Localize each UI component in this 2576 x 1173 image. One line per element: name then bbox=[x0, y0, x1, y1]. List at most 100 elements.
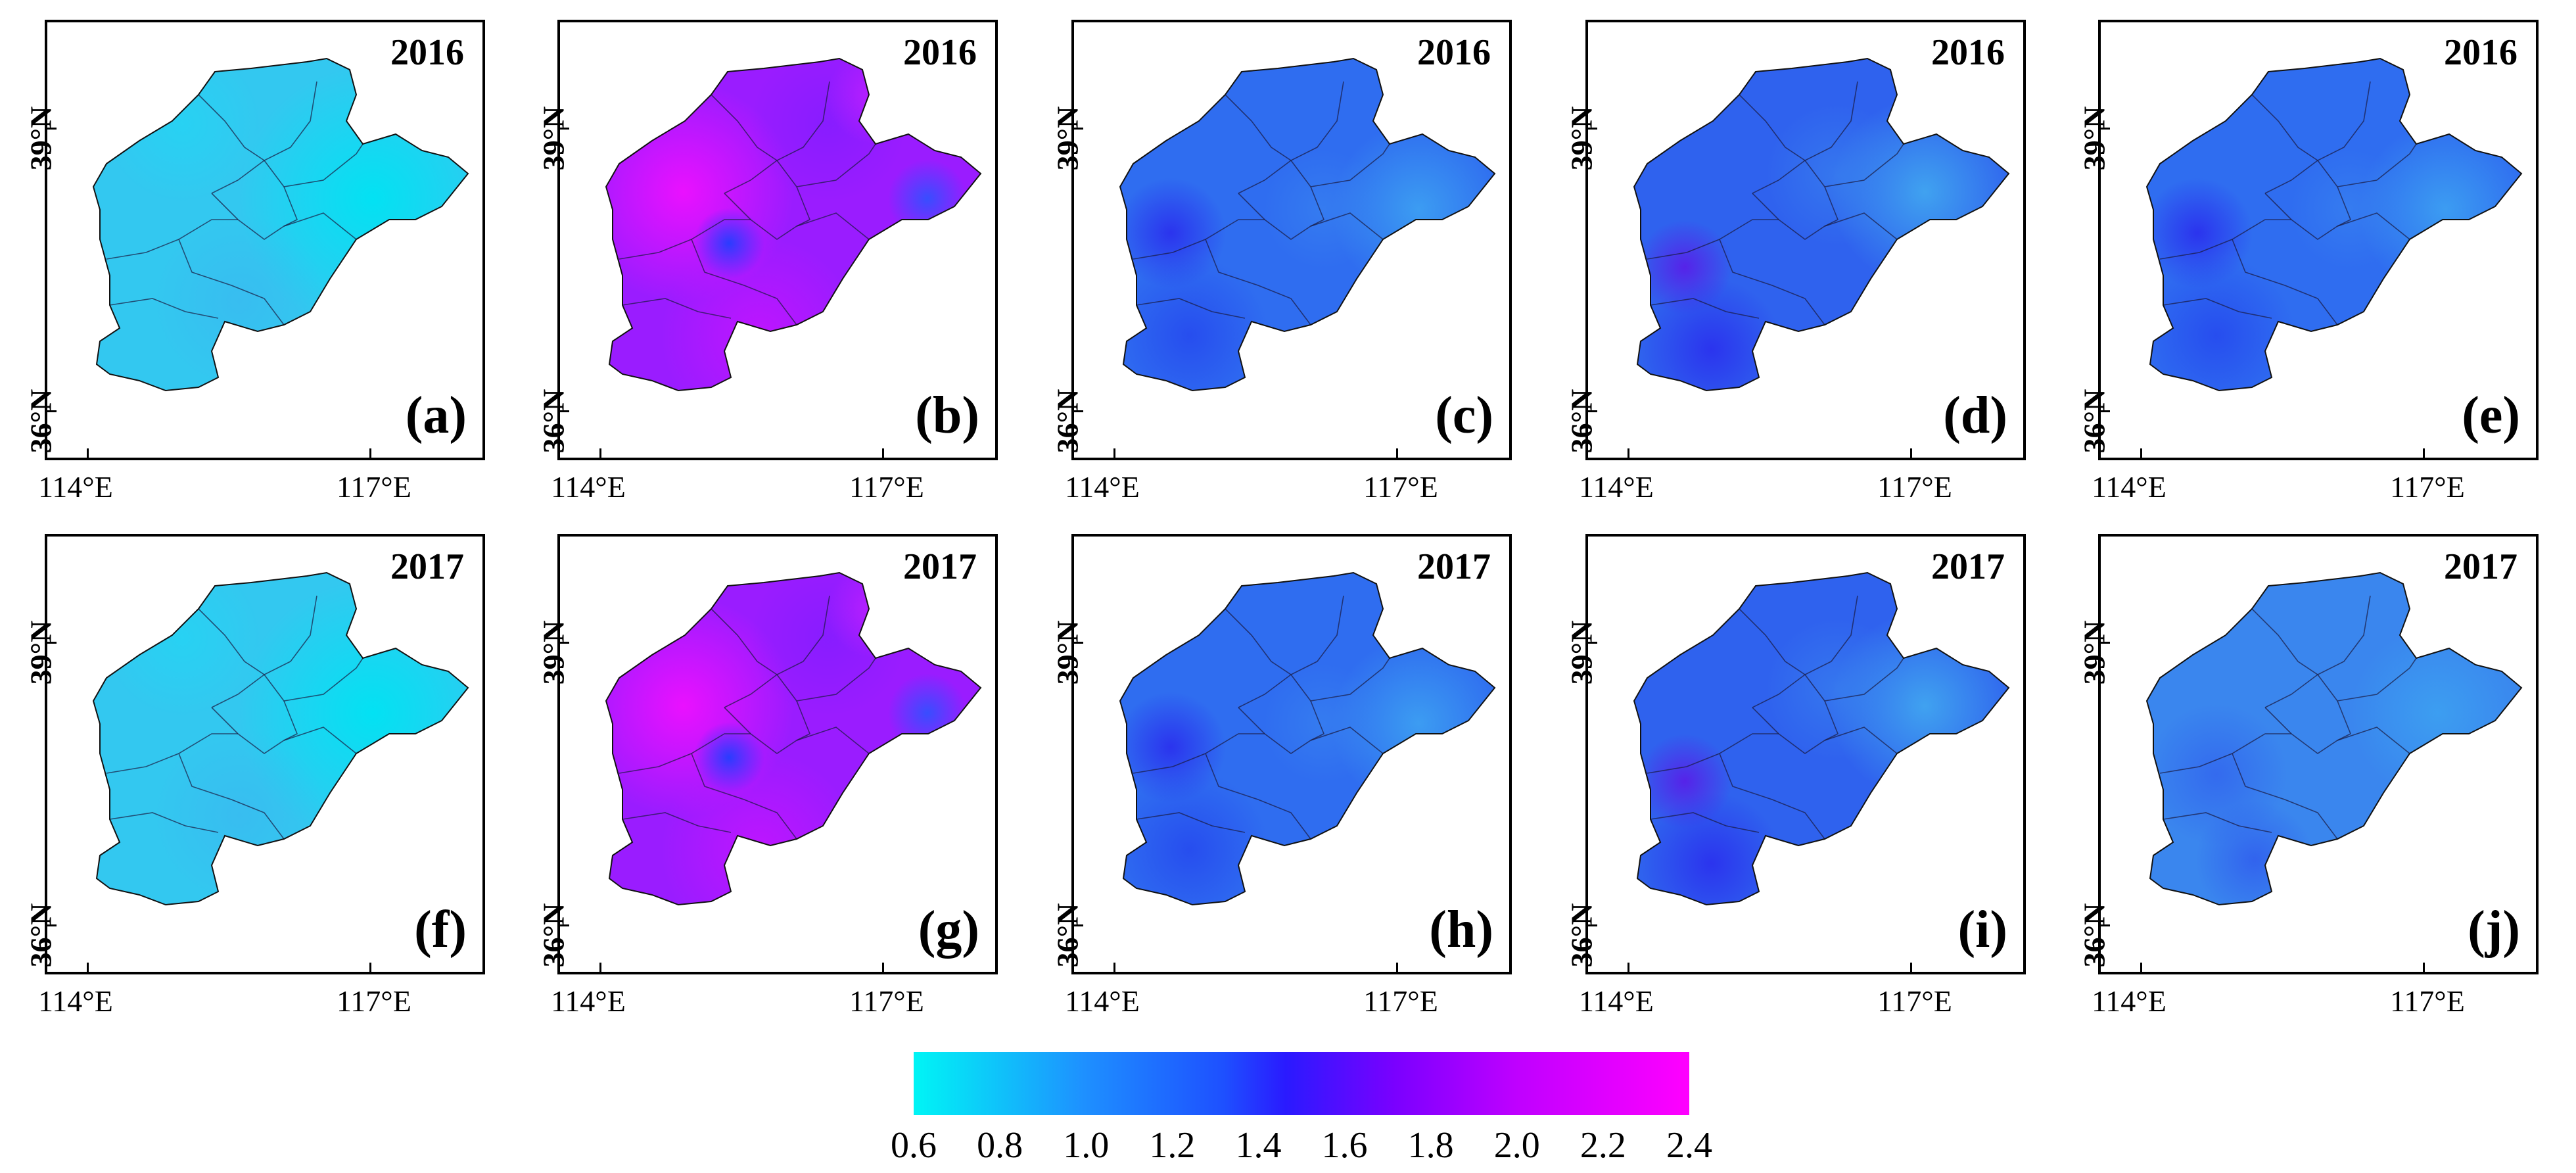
lat-label-39n: 39°N bbox=[1564, 620, 1599, 685]
colorbar-tick-label: 1.4 bbox=[1235, 1125, 1282, 1166]
axis-tick bbox=[560, 128, 569, 130]
axis-tick bbox=[1396, 448, 1398, 458]
lat-label-39n: 39°N bbox=[2077, 106, 2111, 171]
lat-label-36n: 36°N bbox=[1050, 903, 1085, 968]
lon-label-114e: 114°E bbox=[551, 984, 626, 1018]
axis-tick bbox=[2101, 924, 2110, 926]
axis-tick bbox=[47, 410, 57, 412]
panel-label: (a) bbox=[405, 387, 467, 444]
axis-tick bbox=[1588, 924, 1597, 926]
panel-year: 2017 bbox=[1931, 546, 2005, 587]
lat-label-36n: 36°N bbox=[24, 389, 58, 454]
map-panel-b: 2016 (b) 39°N 36°N 114°E 117°E bbox=[537, 20, 998, 504]
panel-year: 2017 bbox=[390, 546, 464, 587]
lon-label-117e: 117°E bbox=[1363, 470, 1438, 504]
panel-label: (i) bbox=[1957, 901, 2007, 959]
lat-label-39n: 39°N bbox=[1564, 106, 1599, 171]
axis-tick bbox=[599, 448, 601, 458]
lon-label-114e: 114°E bbox=[1579, 984, 1654, 1018]
colorbar-tick-label: 1.6 bbox=[1321, 1125, 1368, 1166]
lon-label-114e: 114°E bbox=[38, 470, 113, 504]
lat-label-36n: 36°N bbox=[536, 903, 571, 968]
axis-tick bbox=[1588, 128, 1597, 130]
axis-tick bbox=[369, 963, 371, 972]
axis-tick bbox=[1074, 924, 1083, 926]
axis-tick bbox=[1628, 963, 1629, 972]
panel-year: 2016 bbox=[2444, 32, 2517, 73]
axis-tick bbox=[1588, 642, 1597, 644]
colorbar-tick-label: 1.2 bbox=[1149, 1125, 1196, 1166]
region-map bbox=[1119, 57, 1496, 392]
map-panel-e: 2016 (e) 39°N 36°N 114°E 117°E bbox=[2078, 20, 2539, 504]
panel-year: 2017 bbox=[1417, 546, 1491, 587]
lat-label-39n: 39°N bbox=[536, 106, 571, 171]
region-map bbox=[1633, 571, 2010, 906]
axis-tick bbox=[2101, 642, 2110, 644]
lon-label-117e: 117°E bbox=[1877, 470, 1952, 504]
colorbar-tick-label: 0.8 bbox=[977, 1125, 1023, 1166]
axis-tick bbox=[87, 963, 89, 972]
axis-tick bbox=[47, 128, 57, 130]
lon-label-114e: 114°E bbox=[1065, 470, 1140, 504]
axis-tick bbox=[1396, 963, 1398, 972]
region-map bbox=[1633, 57, 2010, 392]
axis-tick bbox=[2423, 963, 2425, 972]
axis-tick bbox=[1588, 410, 1597, 412]
lat-label-39n: 39°N bbox=[24, 106, 58, 171]
colorbar bbox=[914, 1052, 1689, 1115]
lat-label-39n: 39°N bbox=[1050, 106, 1085, 171]
axis-tick bbox=[1113, 448, 1115, 458]
region-map bbox=[605, 571, 982, 906]
lat-label-36n: 36°N bbox=[2077, 903, 2111, 968]
axis-tick bbox=[882, 963, 884, 972]
lon-label-117e: 117°E bbox=[2390, 984, 2465, 1018]
map-panel-j: 2017 (j) 39°N 36°N 114°E 117°E bbox=[2078, 534, 2539, 1018]
map-panel-c: 2016 (c) 39°N 36°N 114°E 117°E bbox=[1051, 20, 1512, 504]
axis-tick bbox=[2140, 448, 2142, 458]
axis-tick bbox=[560, 642, 569, 644]
panel-year: 2016 bbox=[1931, 32, 2005, 73]
panel-year: 2016 bbox=[903, 32, 977, 73]
lon-label-114e: 114°E bbox=[1579, 470, 1654, 504]
lon-label-117e: 117°E bbox=[849, 470, 924, 504]
colorbar-tick-label: 2.4 bbox=[1666, 1125, 1712, 1166]
lon-label-114e: 114°E bbox=[1065, 984, 1140, 1018]
map-panel-a: 2016 (a) 39°N 36°N 114°E 117°E bbox=[24, 20, 485, 504]
axis-tick bbox=[2140, 963, 2142, 972]
axis-tick bbox=[1628, 448, 1629, 458]
map-panel-f: 2017 (f) 39°N 36°N 114°E 117°E bbox=[24, 534, 485, 1018]
region-map bbox=[1119, 571, 1496, 906]
colorbar-tick-label: 2.2 bbox=[1580, 1125, 1626, 1166]
panel-year: 2017 bbox=[2444, 546, 2517, 587]
axis-tick bbox=[560, 410, 569, 412]
axis-tick bbox=[1113, 963, 1115, 972]
lat-label-36n: 36°N bbox=[2077, 389, 2111, 454]
lon-label-114e: 114°E bbox=[2092, 984, 2166, 1018]
axis-tick bbox=[47, 642, 57, 644]
lon-label-117e: 117°E bbox=[1877, 984, 1952, 1018]
panel-label: (b) bbox=[915, 387, 979, 444]
panel-year: 2017 bbox=[903, 546, 977, 587]
axis-tick bbox=[2101, 128, 2110, 130]
map-panel-d: 2016 (d) 39°N 36°N 114°E 117°E bbox=[1565, 20, 2026, 504]
lat-label-36n: 36°N bbox=[1564, 903, 1599, 968]
lat-label-36n: 36°N bbox=[536, 389, 571, 454]
axis-tick bbox=[1074, 410, 1083, 412]
axis-tick bbox=[2423, 448, 2425, 458]
lat-label-39n: 39°N bbox=[2077, 620, 2111, 685]
panel-year: 2016 bbox=[1417, 32, 1491, 73]
region-map bbox=[2145, 571, 2523, 906]
lon-label-117e: 117°E bbox=[1363, 984, 1438, 1018]
map-panel-g: 2017 (g) 39°N 36°N 114°E 117°E bbox=[537, 534, 998, 1018]
colorbar-tick-label: 2.0 bbox=[1493, 1125, 1540, 1166]
lat-label-39n: 39°N bbox=[1050, 620, 1085, 685]
lat-label-39n: 39°N bbox=[536, 620, 571, 685]
lon-label-114e: 114°E bbox=[2092, 470, 2166, 504]
axis-tick bbox=[1910, 448, 1912, 458]
panel-label: (c) bbox=[1435, 387, 1493, 444]
panel-label: (j) bbox=[2468, 901, 2520, 959]
lon-label-117e: 117°E bbox=[337, 470, 411, 504]
lat-label-36n: 36°N bbox=[24, 903, 58, 968]
axis-tick bbox=[2101, 410, 2110, 412]
region-map bbox=[2145, 57, 2523, 392]
